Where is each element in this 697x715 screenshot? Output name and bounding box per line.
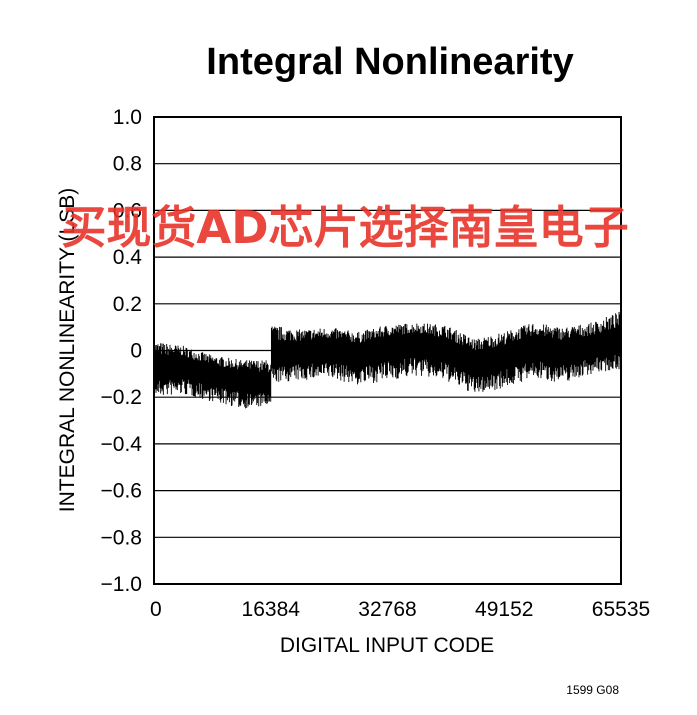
x-tick-label: 0 (150, 598, 162, 621)
x-axis-label: DIGITAL INPUT CODE (280, 634, 494, 657)
figure-code: 1599 G08 (566, 683, 619, 697)
plot-frame (153, 116, 622, 585)
x-tick-label: 49152 (475, 598, 533, 621)
y-axis-label: INTEGRAL NONLINEARITY (LSB) (56, 188, 79, 512)
y-tick-label: 0.4 (113, 246, 143, 269)
watermark-text: 买现货AD芯片选择南皇电子 (61, 201, 628, 254)
ink-series (153, 311, 621, 409)
y-tick-labels: 1.0 0.8 0.6 0.4 0.2 0 −0.2 −0.4 −0.6 −0.8 −1.0 (101, 106, 143, 596)
y-tick-label: −0.2 (101, 386, 142, 409)
y-tick-label: 0.8 (113, 153, 142, 176)
y-tick-label: −0.4 (101, 433, 143, 456)
inl-trace (153, 311, 621, 409)
x-tick-labels: 0 16384 32768 49152 65535 (150, 598, 650, 621)
y-tick-label: 0 (130, 340, 142, 363)
y-tick-label: 0.2 (113, 293, 142, 316)
y-tick-label: −1.0 (101, 573, 142, 596)
y-tick-label: 1.0 (113, 106, 142, 129)
x-tick-label: 16384 (242, 598, 301, 621)
x-tick-label: 65535 (592, 598, 650, 621)
chart-title: Integral Nonlinearity (206, 41, 573, 83)
x-tick-label: 32768 (358, 598, 416, 621)
y-tick-label: 0.6 (113, 199, 142, 222)
y-tick-label: −0.6 (101, 480, 142, 503)
y-tick-label: −0.8 (101, 526, 142, 549)
